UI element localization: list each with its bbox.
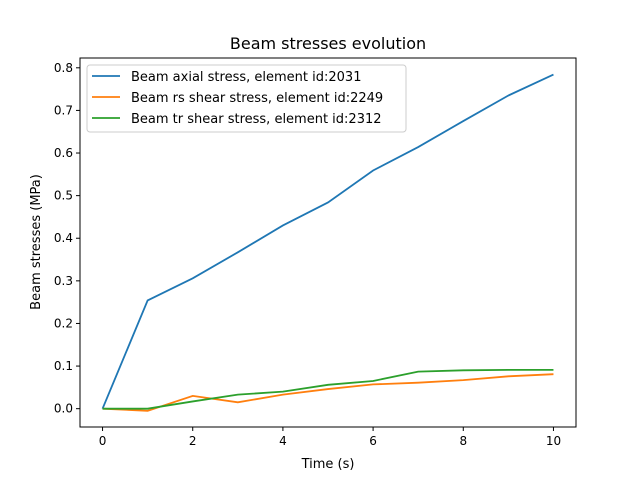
chart-title: Beam stresses evolution <box>230 34 426 53</box>
y-tick-label: 0.7 <box>54 103 73 117</box>
y-tick-label: 0.6 <box>54 146 73 160</box>
y-tick-label: 0.1 <box>54 359 73 373</box>
y-tick-label: 0.0 <box>54 402 73 416</box>
y-tick-label: 0.4 <box>54 231 73 245</box>
legend-entry: Beam rs shear stress, element id:2249 <box>131 91 383 106</box>
legend-box <box>86 64 407 133</box>
x-tick-label: 2 <box>189 434 197 448</box>
x-tick-label: 8 <box>459 434 467 448</box>
y-tick-label: 0.5 <box>54 189 73 203</box>
y-tick-label: 0.3 <box>54 274 73 288</box>
x-tick-label: 6 <box>369 434 377 448</box>
series-line-1 <box>101 73 554 410</box>
legend: Beam axial stress, element id:2031 Beam r… <box>86 64 407 133</box>
axes-frame <box>79 57 577 428</box>
legend-entry: Beam tr shear stress, element id:2312 <box>131 112 382 127</box>
x-tick-label: 10 <box>546 434 561 448</box>
series-line-2 <box>102 373 554 412</box>
legend-entry: Beam axial stress, element id:2031 <box>131 70 361 85</box>
x-axis-label: Time (s) <box>301 457 355 472</box>
series-line-3 <box>102 369 554 410</box>
y-tick-label: 0.2 <box>54 316 73 330</box>
x-tick-label: 0 <box>99 434 107 448</box>
y-tick-label: 0.8 <box>54 61 73 75</box>
x-tick-label: 4 <box>279 434 287 448</box>
y-axis-label: Beam stresses (MPa) <box>29 174 44 310</box>
